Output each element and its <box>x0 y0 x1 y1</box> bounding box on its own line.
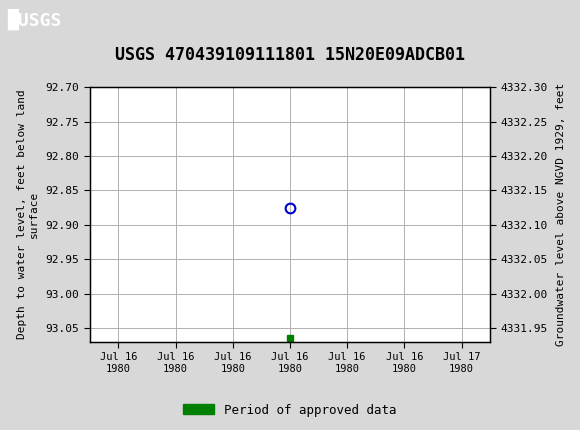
Legend: Period of approved data: Period of approved data <box>178 399 402 421</box>
Text: █USGS: █USGS <box>8 8 62 30</box>
Y-axis label: Depth to water level, feet below land
surface: Depth to water level, feet below land su… <box>17 90 39 339</box>
Text: USGS 470439109111801 15N20E09ADCB01: USGS 470439109111801 15N20E09ADCB01 <box>115 46 465 64</box>
Y-axis label: Groundwater level above NGVD 1929, feet: Groundwater level above NGVD 1929, feet <box>556 83 566 346</box>
